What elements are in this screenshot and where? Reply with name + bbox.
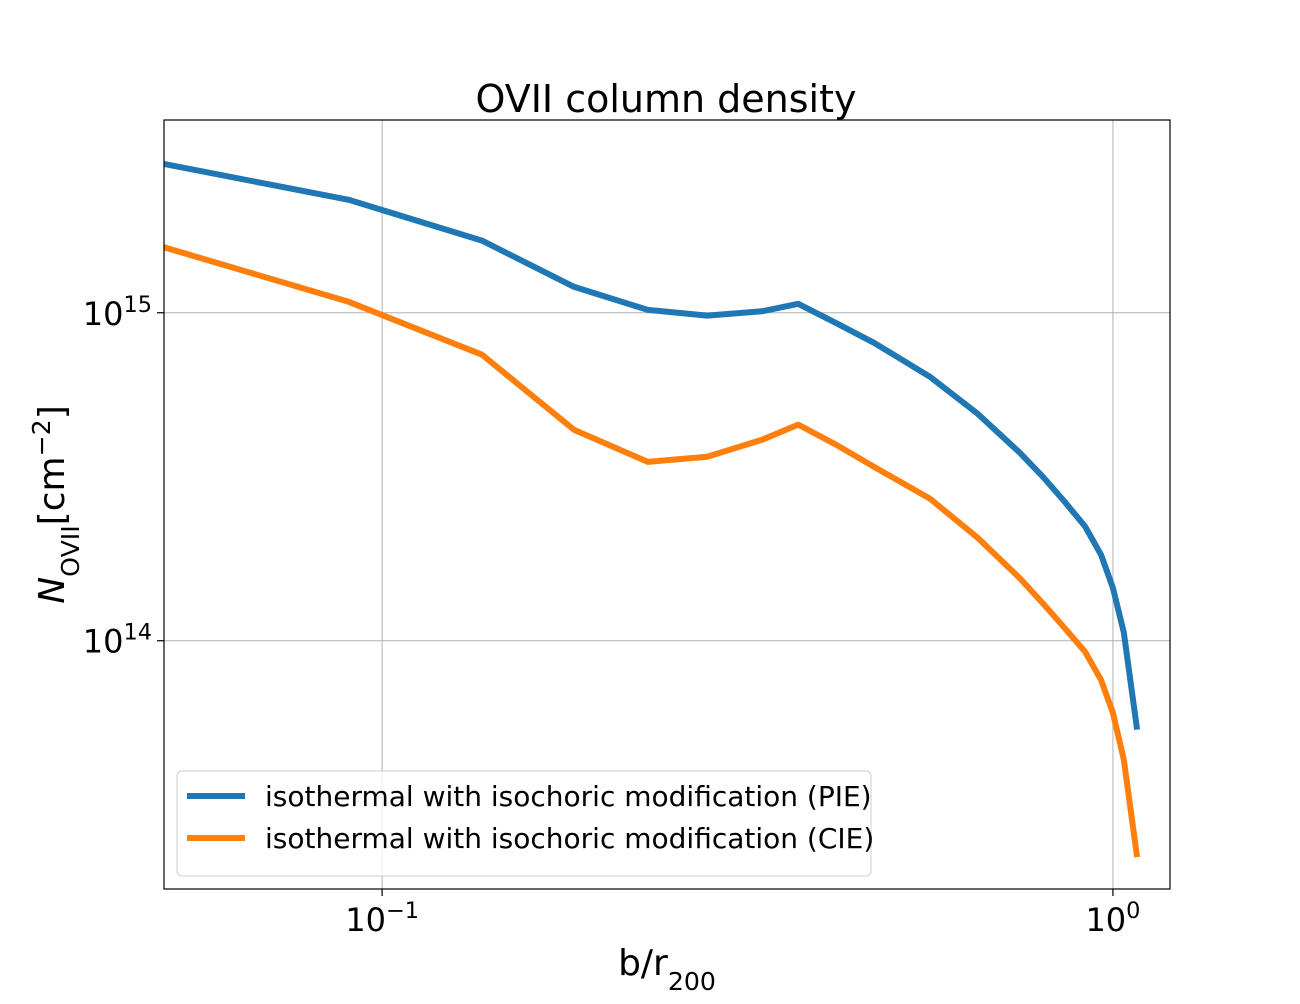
x-axis-label: b/r200 — [618, 943, 716, 996]
x-tick-label: 100 — [1085, 898, 1140, 939]
plot-frame — [163, 119, 1171, 890]
data-line — [164, 244, 1141, 858]
y-tick-label: 1014 — [83, 620, 152, 661]
data-line — [164, 160, 1141, 731]
legend-label: isothermal with isochoric modification (… — [265, 780, 872, 813]
y-axis-label: NOVII[cm−2] — [27, 405, 85, 604]
legend-label: isothermal with isochoric modification (… — [265, 822, 874, 855]
x-tick-label: 10−1 — [345, 898, 419, 939]
chart-title: OVII column density — [475, 77, 856, 121]
legend-box — [176, 770, 872, 877]
y-tick-label: 1015 — [83, 292, 152, 333]
